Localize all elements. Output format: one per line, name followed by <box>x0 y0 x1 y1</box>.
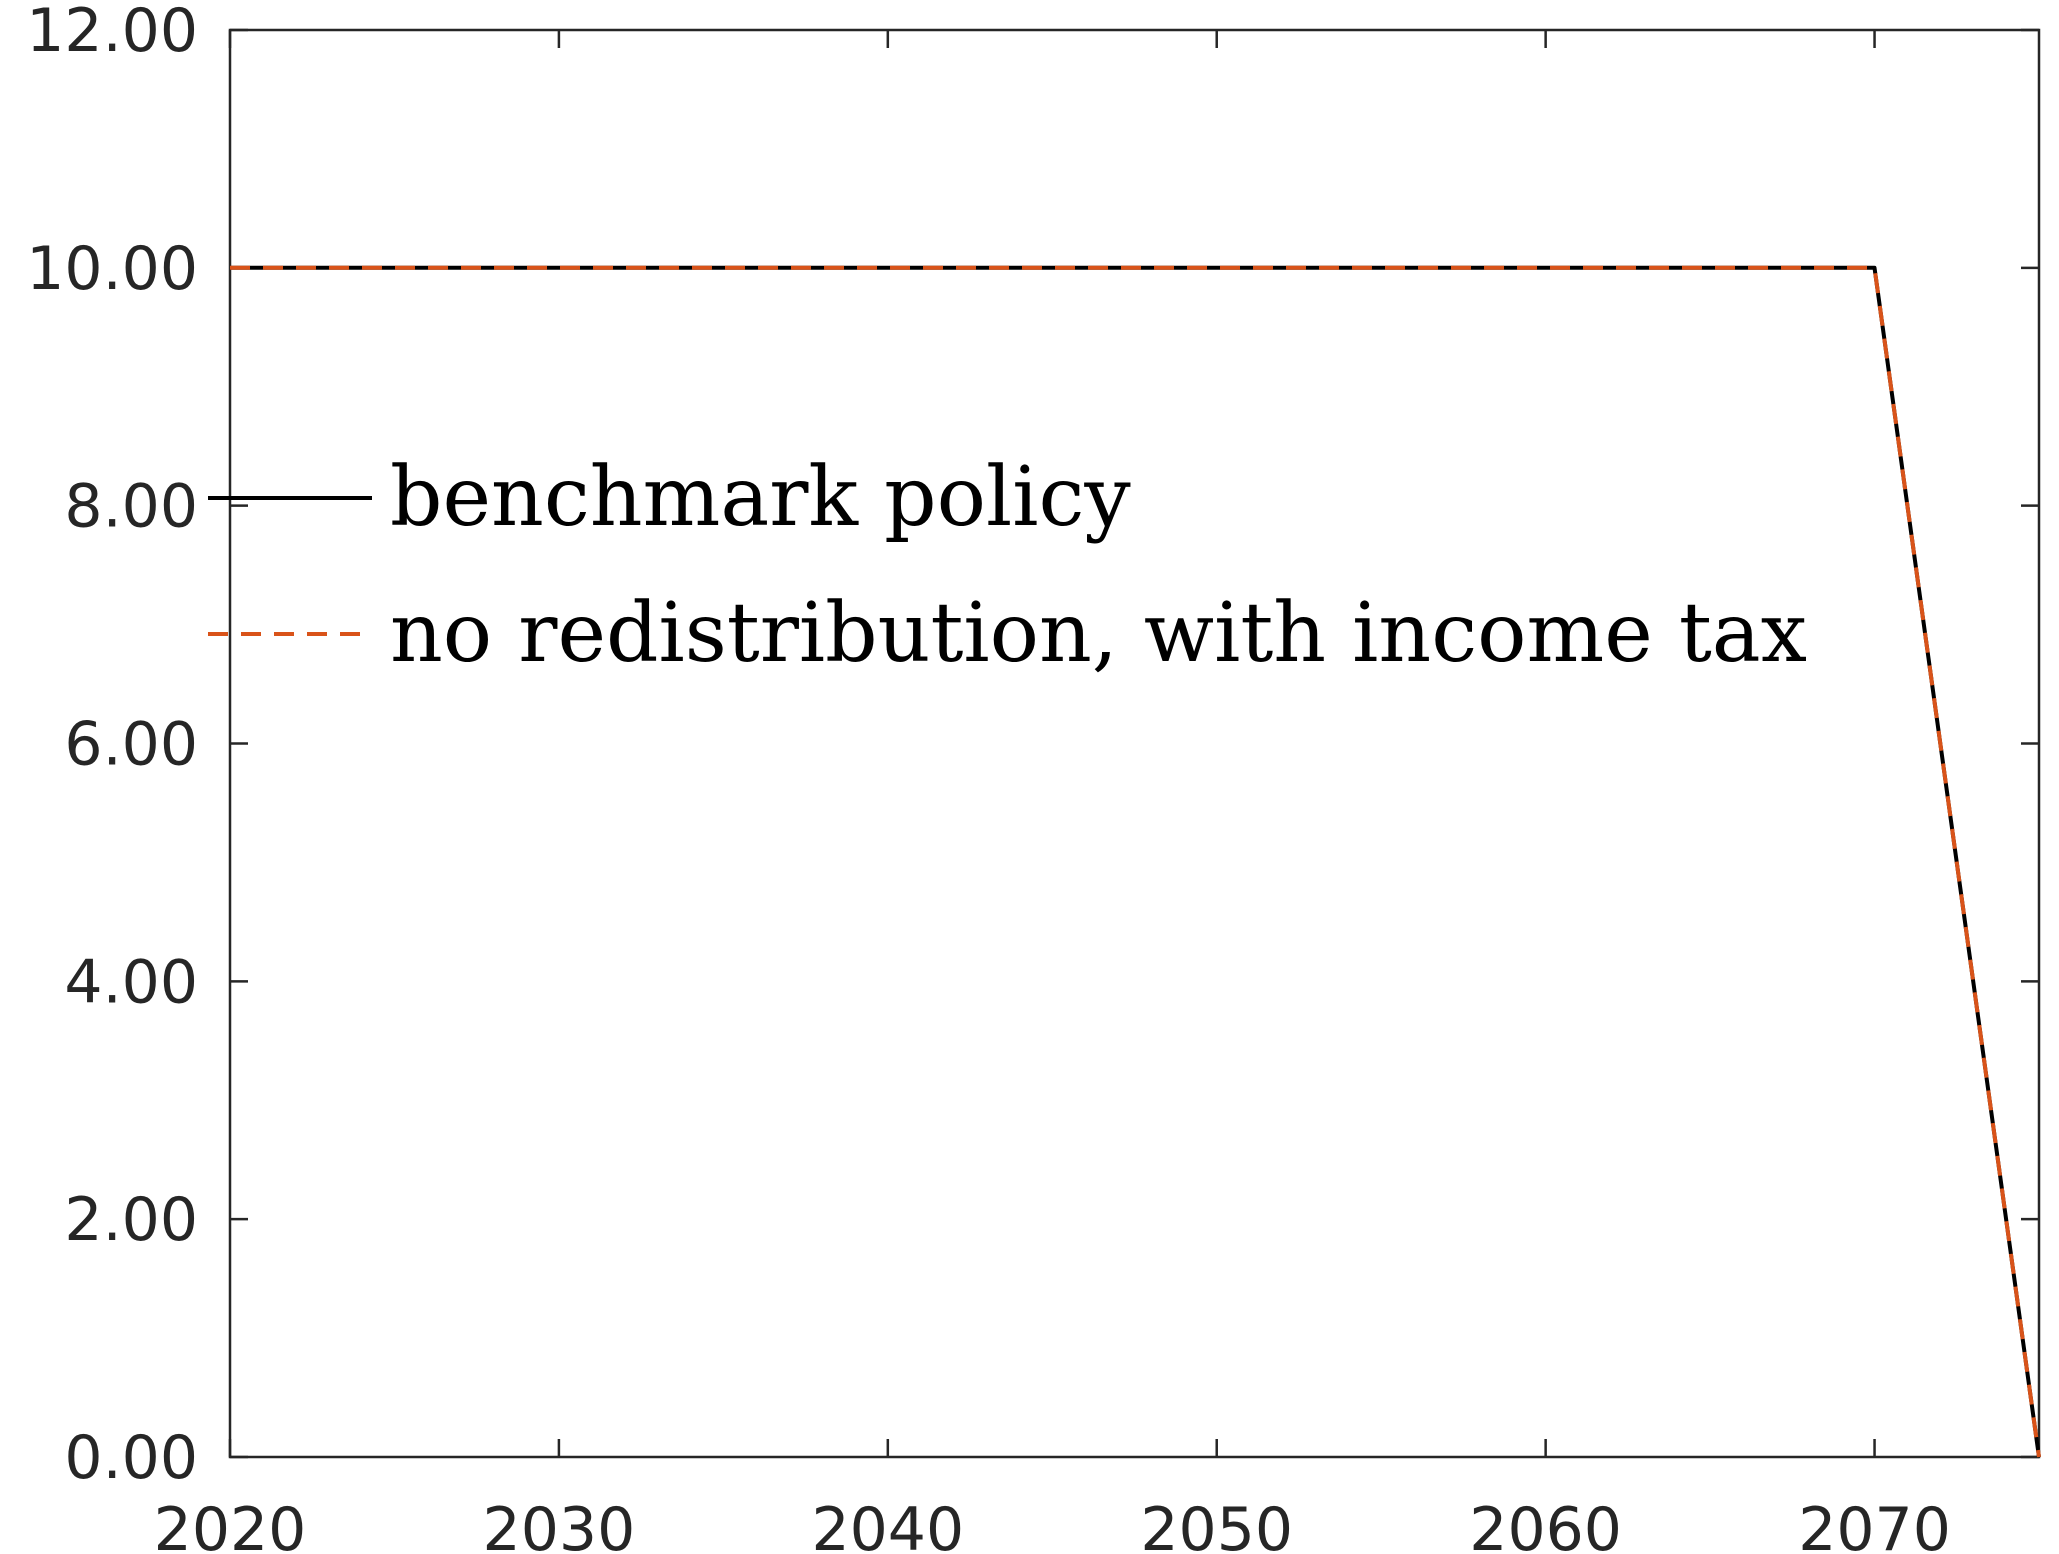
x-tick-label: 2060 <box>1469 1495 1622 1554</box>
y-tick-label: 8.00 <box>64 472 198 542</box>
x-tick-label: 2070 <box>1798 1495 1951 1554</box>
x-tick-label: 2050 <box>1140 1495 1293 1554</box>
y-tick-label: 4.00 <box>64 947 198 1017</box>
axes-box <box>228 28 2041 1459</box>
x-tick-label: 2030 <box>483 1495 636 1554</box>
y-tick-label: 6.00 <box>64 710 198 780</box>
x-axis-tick-labels: 2020 2030 2040 2050 2060 2070 <box>154 1495 1951 1554</box>
y-tick-label: 10.00 <box>26 234 198 304</box>
series-line-no-redistribution-with-income-tax <box>230 265 2041 1458</box>
x-tick-label: 2040 <box>811 1495 964 1554</box>
legend: benchmark policy no redistribution, with… <box>208 450 1807 681</box>
plot-area <box>228 28 2041 1459</box>
y-tick-label: 2.00 <box>64 1185 198 1255</box>
legend-label-no-redistribution: no redistribution, with income tax <box>390 586 1807 681</box>
x-tick-label: 2020 <box>154 1495 307 1554</box>
legend-label-benchmark-policy: benchmark policy <box>390 450 1131 545</box>
series-lines <box>230 265 2041 1458</box>
y-axis-tick-labels: 0.00 2.00 4.00 6.00 8.00 10.00 12.00 <box>26 0 198 1493</box>
y-tick-label: 12.00 <box>26 0 198 66</box>
y-tick-label: 0.00 <box>64 1423 198 1493</box>
